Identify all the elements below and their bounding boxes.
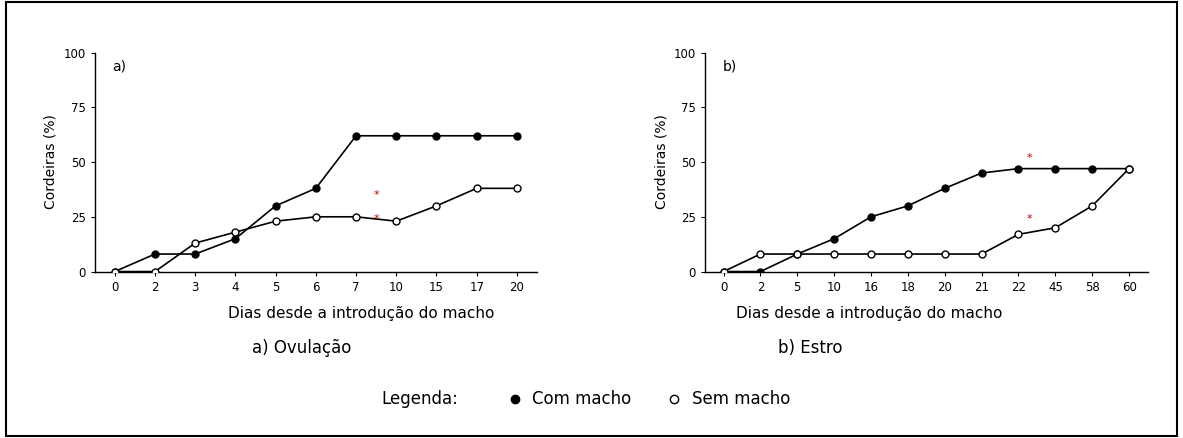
Text: a): a) [112,59,127,73]
Text: Dias desde a introdução do macho: Dias desde a introdução do macho [227,306,494,321]
Text: *: * [1027,214,1033,224]
Text: *: * [1027,153,1033,162]
Text: a) Ovulação: a) Ovulação [252,339,351,357]
Y-axis label: Cordeiras (%): Cordeiras (%) [654,115,668,209]
Text: Legenda:: Legenda: [382,389,458,408]
Text: b): b) [723,59,737,73]
Text: *: * [374,214,379,224]
Text: Sem macho: Sem macho [692,389,790,408]
Text: Dias desde a introdução do macho: Dias desde a introdução do macho [736,306,1003,321]
Text: Com macho: Com macho [532,389,632,408]
Text: *: * [374,190,379,200]
Text: b) Estro: b) Estro [778,339,842,357]
Y-axis label: Cordeiras (%): Cordeiras (%) [44,115,58,209]
